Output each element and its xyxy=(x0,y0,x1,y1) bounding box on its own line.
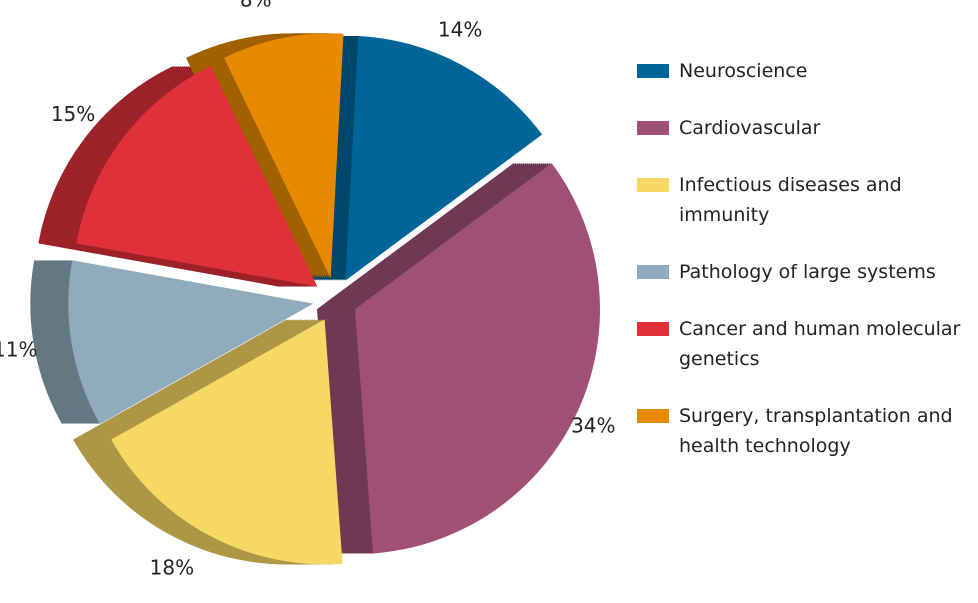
legend-swatch xyxy=(637,178,669,192)
data-label: 34% xyxy=(571,413,615,437)
data-label: 11% xyxy=(0,337,37,361)
chart: 14% 34% 18% 11% 15% 8% xyxy=(0,0,616,579)
slice xyxy=(355,163,601,554)
data-label: 15% xyxy=(51,102,95,126)
data-label: 18% xyxy=(150,555,194,579)
legend-label: Cardiovascular xyxy=(679,117,821,139)
legend-label: Neuroscience xyxy=(679,60,808,82)
slice xyxy=(76,66,318,287)
legend-item: Cancer and human molecular genetics xyxy=(637,316,967,374)
data-label: 14% xyxy=(438,18,482,42)
legend-swatch xyxy=(637,409,669,423)
legend-swatch xyxy=(637,121,669,135)
legend-item: Cardiovascular xyxy=(637,115,967,143)
legend-item: Pathology of large systems xyxy=(637,259,967,287)
legend-label: Surgery, transplantation and health tech… xyxy=(679,405,953,457)
legend-item: Infectious diseases and immunity xyxy=(637,172,967,230)
legend-item: Surgery, transplantation and health tech… xyxy=(637,403,967,461)
slice xyxy=(111,319,343,565)
legend-swatch xyxy=(637,64,669,78)
legend-item: Neuroscience xyxy=(637,58,967,86)
data-label: 8% xyxy=(240,0,272,12)
legend: Neuroscience Cardiovascular Infectious dis… xyxy=(637,58,967,490)
slice xyxy=(68,260,314,424)
slice xyxy=(345,35,543,281)
legend-label: Infectious diseases and immunity xyxy=(679,174,902,226)
legend-label: Cancer and human molecular genetics xyxy=(679,318,961,370)
slice xyxy=(224,33,344,279)
legend-swatch xyxy=(637,265,669,279)
legend-swatch xyxy=(637,322,669,336)
legend-label: Pathology of large systems xyxy=(679,261,936,283)
